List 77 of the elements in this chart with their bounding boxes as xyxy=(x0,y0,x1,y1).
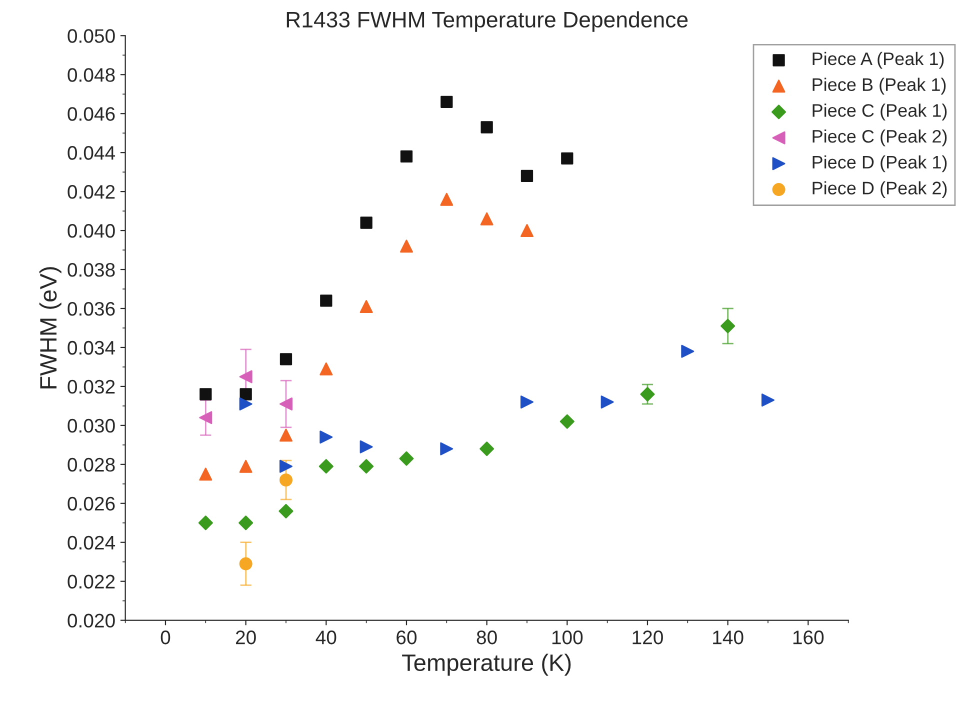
point xyxy=(320,430,333,444)
point xyxy=(239,370,252,384)
point xyxy=(280,353,292,366)
point xyxy=(400,150,413,163)
y-tick-label: 0.046 xyxy=(68,107,115,121)
point xyxy=(399,451,414,466)
point xyxy=(440,192,454,206)
point xyxy=(279,397,292,410)
y-tick-label: 0.048 xyxy=(68,68,115,82)
point xyxy=(278,504,294,518)
point xyxy=(360,300,373,314)
y-tick-label: 0.024 xyxy=(68,536,116,550)
point xyxy=(561,152,574,165)
legend-label: Piece B (Peak 1) xyxy=(812,78,946,95)
x-tick-label: 80 xyxy=(476,630,497,644)
point xyxy=(761,394,774,407)
point xyxy=(199,411,212,424)
point xyxy=(359,459,374,474)
x-tick-label: 120 xyxy=(632,630,663,644)
y-tick-label: 0.036 xyxy=(68,302,115,316)
legend-label: Piece C (Peak 1) xyxy=(812,104,947,120)
point xyxy=(239,557,252,570)
y-tick-label: 0.040 xyxy=(68,224,115,238)
point xyxy=(360,440,373,454)
y-tick-label: 0.020 xyxy=(68,614,115,628)
point xyxy=(681,344,694,358)
x-tick-label: 20 xyxy=(236,630,256,644)
y-tick-label: 0.034 xyxy=(68,340,116,355)
y-tick-label: 0.038 xyxy=(68,262,115,277)
x-tick-label: 100 xyxy=(552,630,583,644)
point xyxy=(238,516,254,530)
point xyxy=(320,294,332,307)
y-tick-label: 0.022 xyxy=(68,574,115,589)
point xyxy=(520,170,534,182)
legend-label: Piece A (Peak 1) xyxy=(812,52,944,69)
x-tick-label: 0 xyxy=(160,630,170,644)
x-axis-title: Temperature (K) xyxy=(402,654,571,676)
y-tick-label: 0.044 xyxy=(68,146,116,160)
point xyxy=(480,121,493,134)
x-tick-label: 40 xyxy=(316,630,336,644)
point xyxy=(520,396,534,409)
y-tick-label: 0.028 xyxy=(68,458,115,472)
point xyxy=(279,460,292,473)
point xyxy=(239,460,252,473)
y-tick-label: 0.032 xyxy=(68,380,115,394)
point xyxy=(240,388,252,400)
point xyxy=(360,216,372,229)
point xyxy=(279,473,292,486)
point xyxy=(560,414,574,429)
point xyxy=(440,96,453,108)
legend-label: Piece C (Peak 2) xyxy=(812,129,947,146)
y-tick-label: 0.050 xyxy=(68,29,115,43)
legend-label: Piece D (Peak 1) xyxy=(812,155,947,172)
x-tick-label: 160 xyxy=(793,630,824,644)
point xyxy=(198,516,213,530)
point xyxy=(279,428,292,442)
point xyxy=(440,442,454,456)
y-tick-label: 0.026 xyxy=(68,496,115,511)
point xyxy=(720,318,736,334)
point xyxy=(318,459,334,474)
point xyxy=(239,397,252,410)
point xyxy=(480,212,494,226)
point xyxy=(600,396,614,409)
x-tick-label: 60 xyxy=(396,630,417,644)
point xyxy=(200,388,212,400)
x-tick-label: 140 xyxy=(713,630,744,644)
point xyxy=(400,240,413,253)
y-axis-title: FWHM (eV) xyxy=(39,267,62,388)
point xyxy=(480,442,494,456)
y-tick-label: 0.042 xyxy=(68,185,115,199)
point xyxy=(520,224,534,238)
y-tick-label: 0.030 xyxy=(68,418,115,433)
point xyxy=(640,386,655,402)
legend-label: Piece D (Peak 2) xyxy=(812,181,947,198)
point xyxy=(320,362,333,376)
point xyxy=(199,468,212,481)
chart-title: R1433 FWHM Temperature Dependence xyxy=(286,11,688,32)
